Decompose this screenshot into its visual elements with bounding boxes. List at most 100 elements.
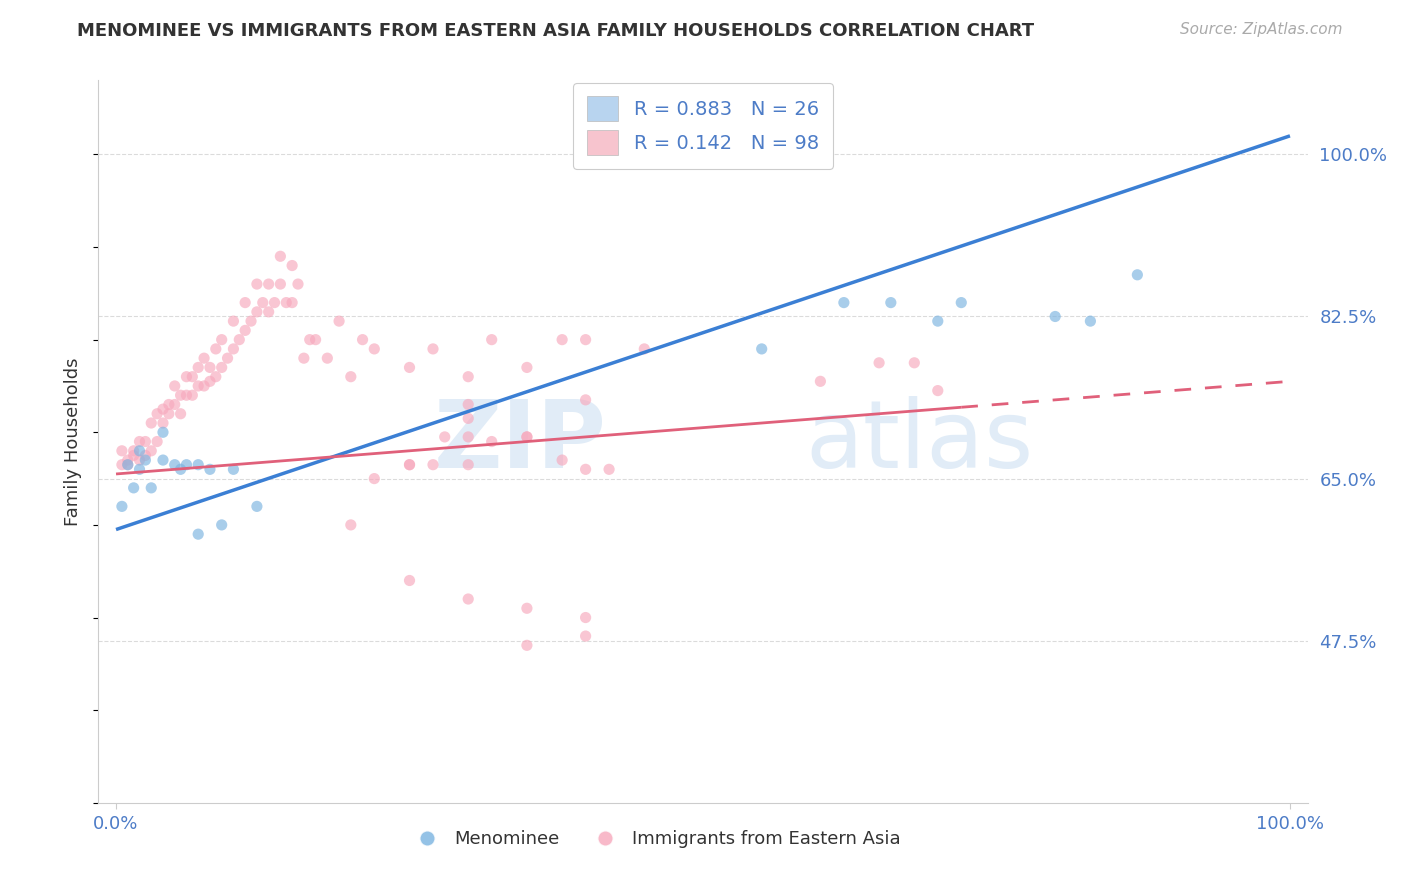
Text: atlas: atlas (806, 395, 1033, 488)
Point (263, 295, 285, 310)
Point (516, 638, 538, 652)
Point (204, 369, 226, 384)
Point (363, 342, 385, 356)
Point (187, 527, 209, 541)
Point (457, 592, 479, 607)
Point (198, 375, 221, 389)
Point (163, 379, 186, 393)
Point (516, 430, 538, 444)
Point (575, 629, 598, 643)
Point (187, 379, 209, 393)
Point (122, 449, 145, 463)
Point (457, 411, 479, 425)
Point (122, 481, 145, 495)
Point (211, 360, 233, 375)
Point (422, 458, 444, 472)
Point (422, 342, 444, 356)
Point (751, 342, 773, 356)
Point (181, 388, 204, 402)
Text: Source: ZipAtlas.com: Source: ZipAtlas.com (1180, 22, 1343, 37)
Point (111, 443, 134, 458)
Point (246, 277, 269, 291)
Point (808, 375, 831, 389)
Point (111, 458, 134, 472)
Point (146, 434, 169, 449)
Point (222, 462, 245, 476)
Point (198, 360, 221, 375)
Point (176, 388, 198, 402)
Text: MENOMINEE VS IMMIGRANTS FROM EASTERN ASIA FAMILY HOUSEHOLDS CORRELATION CHART: MENOMINEE VS IMMIGRANTS FROM EASTERN ASI… (77, 22, 1035, 40)
Point (257, 277, 280, 291)
Point (141, 443, 163, 458)
Point (117, 458, 139, 472)
Point (176, 458, 198, 472)
Point (157, 407, 180, 421)
Point (152, 402, 174, 417)
Point (316, 351, 339, 366)
Point (233, 323, 256, 337)
Point (340, 369, 363, 384)
Point (169, 462, 191, 476)
Point (352, 333, 374, 347)
Point (328, 314, 350, 328)
Point (481, 333, 503, 347)
Point (252, 295, 274, 310)
Point (832, 295, 855, 310)
Point (298, 333, 321, 347)
Point (457, 430, 479, 444)
Point (134, 449, 156, 463)
Point (1126, 268, 1149, 282)
Point (927, 384, 949, 398)
Point (398, 574, 420, 588)
Point (246, 500, 269, 514)
Point (163, 397, 186, 411)
Point (146, 407, 169, 421)
Point (551, 453, 574, 467)
Point (198, 462, 221, 476)
Point (1043, 310, 1066, 324)
Point (575, 610, 598, 624)
Point (287, 277, 309, 291)
Point (292, 351, 315, 366)
Point (257, 305, 280, 319)
Point (457, 369, 479, 384)
Point (457, 458, 479, 472)
Point (575, 462, 598, 476)
Point (152, 453, 174, 467)
Point (193, 379, 215, 393)
Point (193, 351, 215, 366)
Point (134, 434, 156, 449)
Point (187, 458, 209, 472)
Point (398, 360, 420, 375)
Point (551, 333, 574, 347)
Point (176, 369, 198, 384)
Point (141, 416, 163, 430)
Point (304, 333, 326, 347)
Point (240, 314, 263, 328)
Point (633, 342, 655, 356)
Point (211, 333, 233, 347)
Point (111, 500, 134, 514)
Point (217, 351, 239, 366)
Point (152, 416, 174, 430)
Point (903, 356, 925, 370)
Y-axis label: Family Households: Family Households (65, 358, 83, 525)
Point (516, 601, 538, 615)
Point (157, 397, 180, 411)
Point (141, 481, 163, 495)
Point (169, 388, 191, 402)
Point (246, 305, 269, 319)
Point (117, 458, 139, 472)
Point (398, 458, 420, 472)
Point (181, 369, 204, 384)
Point (340, 517, 363, 532)
Point (128, 453, 150, 467)
Point (398, 458, 420, 472)
Point (128, 462, 150, 476)
Point (481, 434, 503, 449)
Point (281, 259, 304, 273)
Point (598, 462, 620, 476)
Point (880, 295, 903, 310)
Point (281, 295, 304, 310)
Point (128, 434, 150, 449)
